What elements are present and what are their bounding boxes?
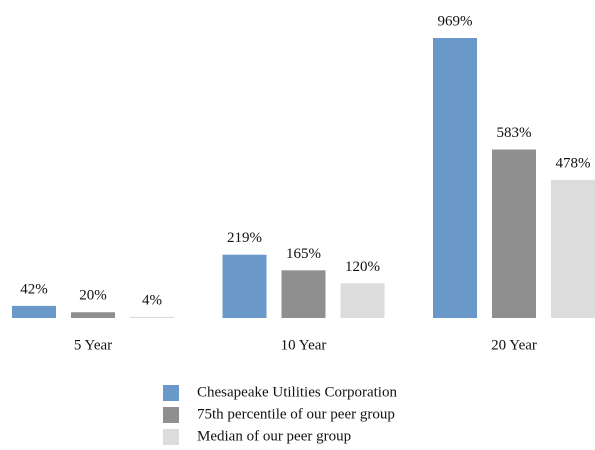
bar <box>433 38 477 318</box>
bar <box>71 312 115 318</box>
legend-swatch <box>163 385 179 401</box>
data-label: 120% <box>345 259 380 275</box>
bar <box>551 179 595 318</box>
bar <box>492 149 536 318</box>
bar <box>281 270 326 318</box>
bar <box>130 316 174 318</box>
x-tick-label: 5 Year <box>74 337 112 353</box>
data-label: 165% <box>286 246 321 262</box>
data-label: 583% <box>497 125 532 141</box>
data-label: 20% <box>79 288 107 304</box>
bar <box>222 254 267 318</box>
data-label: 42% <box>20 281 48 297</box>
x-tick-label: 20 Year <box>491 337 537 353</box>
x-tick-label: 10 Year <box>281 337 327 353</box>
data-label: 478% <box>556 155 591 171</box>
legend-label: 75th percentile of our peer group <box>197 406 395 422</box>
legend-label: Median of our peer group <box>197 428 351 444</box>
data-label: 4% <box>142 292 162 308</box>
bar <box>340 283 385 318</box>
data-label: 969% <box>438 13 473 29</box>
data-label: 219% <box>227 230 262 246</box>
legend-swatch <box>163 407 179 423</box>
legend-swatch <box>163 429 179 445</box>
bar <box>12 305 56 318</box>
legend-label: Chesapeake Utilities Corporation <box>197 384 397 400</box>
